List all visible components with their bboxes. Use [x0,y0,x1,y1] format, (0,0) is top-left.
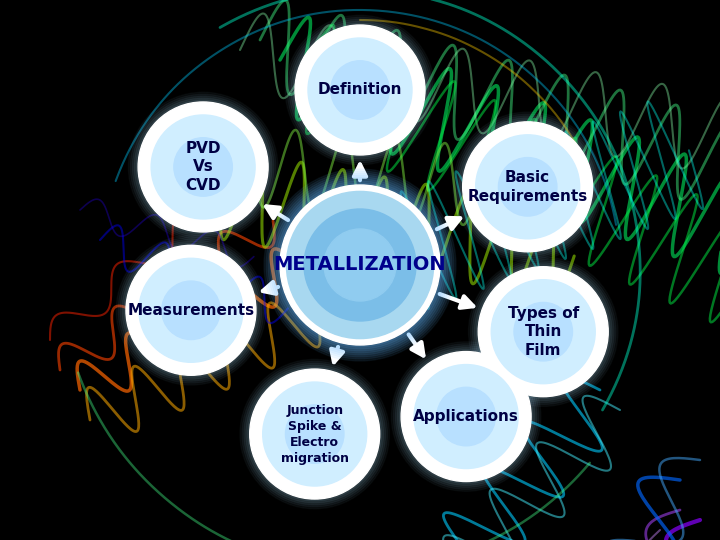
Circle shape [246,365,384,503]
Circle shape [272,177,448,353]
Circle shape [278,183,442,347]
Circle shape [324,229,396,301]
Text: Types of
Thin
Film: Types of Thin Film [508,306,579,358]
Circle shape [463,122,593,252]
Circle shape [461,120,595,254]
Circle shape [120,239,262,381]
Circle shape [126,245,256,375]
Circle shape [477,265,610,399]
Circle shape [122,241,260,379]
Circle shape [139,258,243,362]
Circle shape [174,138,233,196]
Circle shape [291,21,429,159]
Circle shape [401,352,531,482]
Circle shape [498,158,557,216]
Circle shape [308,38,412,142]
Circle shape [270,175,450,355]
Circle shape [268,173,452,357]
Text: PVD
Vs
CVD: PVD Vs CVD [185,141,221,193]
Circle shape [295,25,425,155]
Circle shape [138,102,268,232]
Circle shape [472,261,614,402]
Circle shape [478,267,608,397]
Circle shape [491,280,595,384]
Circle shape [293,23,427,157]
Circle shape [287,191,433,339]
Text: Measurements: Measurements [127,303,255,318]
Circle shape [162,281,220,340]
Circle shape [151,115,255,219]
Circle shape [248,367,382,501]
Circle shape [266,171,454,359]
Circle shape [330,60,390,119]
Text: Junction
Spike &
Electro
migration: Junction Spike & Electro migration [281,403,348,464]
Text: Basic
Requirements: Basic Requirements [467,170,588,204]
Circle shape [474,263,612,401]
Circle shape [276,181,444,349]
Circle shape [414,364,518,469]
Circle shape [437,387,495,446]
Circle shape [399,349,533,483]
Circle shape [263,382,366,486]
Circle shape [285,405,344,463]
Circle shape [134,98,272,236]
Circle shape [136,100,270,234]
Circle shape [264,169,456,361]
Text: Definition: Definition [318,83,402,98]
Circle shape [124,244,258,377]
Circle shape [289,19,431,161]
Circle shape [304,209,416,321]
Circle shape [514,302,572,361]
Circle shape [476,135,580,239]
Circle shape [132,96,274,238]
Circle shape [456,116,598,258]
Circle shape [395,346,537,488]
Circle shape [250,369,379,499]
Circle shape [459,118,597,256]
Circle shape [274,179,446,351]
Circle shape [244,363,385,505]
Text: Applications: Applications [413,409,519,424]
Circle shape [280,185,440,345]
Circle shape [397,348,535,485]
Text: METALLIZATION: METALLIZATION [274,255,446,274]
